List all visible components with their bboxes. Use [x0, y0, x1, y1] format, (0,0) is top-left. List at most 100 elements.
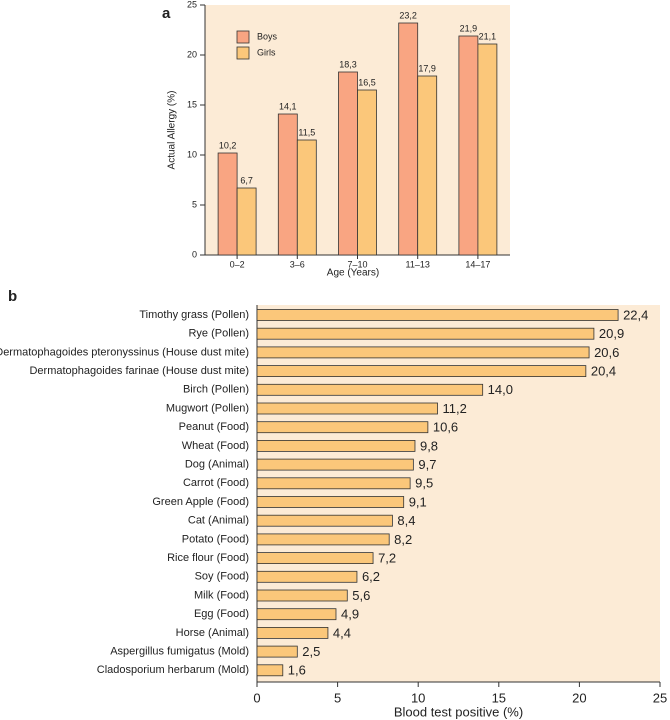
- category-label: Timothy grass (Pollen): [139, 309, 249, 321]
- bar: [256, 309, 619, 321]
- bar: [296, 139, 317, 256]
- bar-value-label: 11,2: [443, 401, 467, 416]
- bar-value-label: 11,5: [298, 127, 315, 137]
- bar: [256, 533, 390, 546]
- bar-value-label: 9,8: [420, 438, 438, 453]
- bar: [277, 113, 298, 256]
- bar: [256, 552, 374, 564]
- bar: [217, 152, 238, 256]
- bar-value-label: 9,7: [418, 457, 436, 472]
- category-label: Wheat (Food): [182, 440, 249, 452]
- bar: [256, 421, 429, 434]
- bar-value-label: 10,2: [219, 140, 237, 150]
- category-label: Green Apple (Food): [152, 496, 249, 508]
- x-tick-label: 0: [253, 690, 260, 705]
- bar: [256, 496, 405, 508]
- y-tick-label: 5: [192, 199, 197, 209]
- category-label: Milk (Food): [194, 589, 249, 601]
- legend-swatch: [236, 30, 250, 44]
- x-tick-label: 10: [411, 690, 425, 705]
- y-tick-label: 25: [187, 0, 197, 9]
- x-tick-label: 7–10: [347, 259, 367, 269]
- bar-value-label: 14,0: [488, 382, 513, 397]
- bar: [256, 664, 284, 677]
- bar-value-label: 6,7: [240, 175, 253, 185]
- y-tick-label: 10: [187, 149, 197, 159]
- y-tick-label: 20: [187, 49, 197, 59]
- category-label: Peanut (Food): [179, 421, 249, 433]
- y-axis-label: Actual Allergy (%): [167, 91, 178, 170]
- category-label: Dermatophagoides farinae (House dust mit…: [29, 365, 249, 377]
- bar: [256, 402, 438, 415]
- x-tick-label: 14–17: [465, 259, 490, 269]
- legend-label: Boys: [257, 31, 278, 41]
- x-tick-label: 0–2: [230, 259, 245, 269]
- bar: [256, 365, 587, 378]
- bar-value-label: 23,2: [399, 10, 417, 20]
- bar-value-label: 20,4: [591, 364, 616, 379]
- x-axis-label: Age (Years): [327, 268, 379, 279]
- plot-background: [257, 305, 660, 682]
- category-label: Cladosporium herbarum (Mold): [97, 664, 249, 676]
- category-label: Birch (Pollen): [183, 384, 249, 396]
- bar-value-label: 21,1: [479, 31, 497, 41]
- bar-value-label: 8,2: [394, 532, 412, 547]
- bar: [256, 439, 416, 452]
- bar: [477, 43, 498, 256]
- bar: [256, 477, 411, 490]
- bar-value-label: 18,3: [339, 59, 357, 69]
- bar-value-label: 22,4: [623, 307, 648, 322]
- bar-value-label: 8,4: [397, 513, 415, 528]
- x-tick-label: 11–13: [406, 259, 430, 269]
- legend-swatch: [236, 46, 250, 60]
- bar-value-label: 10,6: [433, 420, 458, 435]
- bar-value-label: 2,5: [302, 644, 320, 659]
- bar: [256, 383, 484, 396]
- bar: [256, 570, 358, 583]
- category-label: Cat (Animal): [188, 515, 249, 527]
- bar: [256, 346, 590, 359]
- legend-label: Girls: [257, 47, 276, 57]
- y-tick-label: 15: [187, 99, 197, 109]
- bar-value-label: 14,1: [279, 101, 297, 111]
- bar: [256, 327, 595, 340]
- bar-value-label: 4,4: [333, 625, 351, 640]
- category-label: Rice flour (Food): [167, 552, 249, 564]
- category-label: Dog (Animal): [185, 459, 249, 471]
- panel-label: b: [8, 288, 17, 305]
- bar-value-label: 5,6: [352, 588, 370, 603]
- category-label: Mugwort (Pollen): [166, 402, 249, 414]
- bar-value-label: 9,1: [409, 494, 427, 509]
- bar-value-label: 20,9: [599, 326, 624, 341]
- x-tick-label: 15: [492, 690, 506, 705]
- bar: [256, 589, 348, 602]
- x-axis-label: Blood test positive (%): [394, 704, 523, 719]
- bar: [256, 627, 329, 639]
- bar: [236, 187, 257, 256]
- bar: [256, 458, 414, 471]
- category-label: Soy (Food): [195, 571, 249, 583]
- bar-value-label: 9,5: [415, 476, 433, 491]
- category-label: Rye (Pollen): [188, 328, 249, 340]
- bar: [256, 608, 337, 621]
- category-label: Carrot (Food): [183, 477, 249, 489]
- bar-value-label: 16,5: [358, 77, 376, 87]
- x-tick-label: 25: [653, 690, 667, 705]
- bar: [256, 514, 393, 527]
- category-label: Egg (Food): [194, 608, 249, 620]
- bar: [458, 35, 479, 256]
- x-tick-label: 3–6: [290, 259, 305, 269]
- bar: [256, 645, 298, 658]
- bar: [357, 89, 377, 256]
- category-label: Dermatophagoides pteronyssinus (House du…: [0, 346, 249, 358]
- bar-value-label: 20,6: [594, 345, 619, 360]
- x-tick-label: 20: [572, 690, 586, 705]
- category-label: Aspergillus fumigatus (Mold): [110, 646, 249, 658]
- bar: [398, 22, 419, 256]
- bar-value-label: 1,6: [288, 663, 306, 678]
- y-tick-label: 0: [192, 249, 197, 259]
- bar-value-label: 4,9: [341, 607, 359, 622]
- bar-value-label: 7,2: [378, 551, 396, 566]
